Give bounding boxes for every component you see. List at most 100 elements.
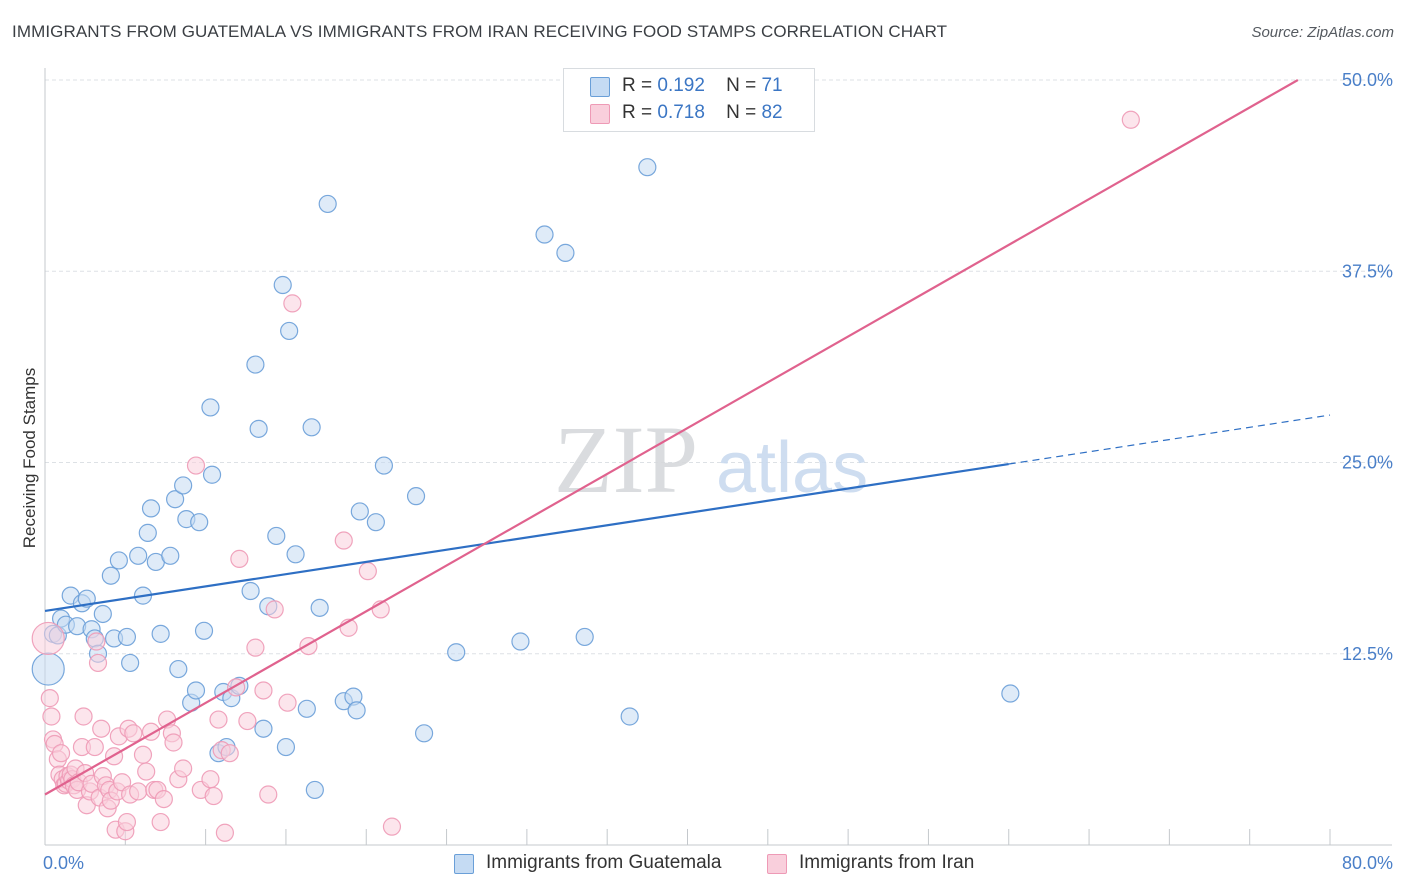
iran-point xyxy=(283,294,302,313)
iran-point xyxy=(215,823,234,842)
iran-point xyxy=(220,744,239,763)
iran-point xyxy=(74,707,93,726)
guatemala-point xyxy=(1001,684,1020,703)
bottom-legend-swatch-iran xyxy=(767,854,787,874)
guatemala-point xyxy=(302,418,321,437)
guatemala-point xyxy=(117,627,137,647)
guatemala-point xyxy=(129,546,148,565)
guatemala-point xyxy=(575,627,594,647)
guatemala-point xyxy=(194,621,214,640)
bottom-legend-swatch-guatemala xyxy=(454,854,474,874)
bottom-legend-label-iran: Immigrants from Iran xyxy=(799,852,975,873)
iran-point xyxy=(124,724,143,743)
guatemala-point xyxy=(273,275,292,295)
grid-lines xyxy=(45,79,1392,655)
legend-n-label: N = xyxy=(726,75,757,96)
guatemala-point xyxy=(535,225,554,244)
guatemala-point xyxy=(305,780,324,800)
legend-r-value-guatemala: 0.192 xyxy=(657,75,705,96)
y-tick-label: 25.0% xyxy=(1342,453,1393,473)
iran-point xyxy=(358,562,377,581)
iran-point xyxy=(238,711,257,731)
guatemala-point xyxy=(414,724,434,743)
guatemala-point xyxy=(620,707,639,726)
chart-title: IMMIGRANTS FROM GUATEMALA VS IMMIGRANTS … xyxy=(12,22,948,41)
guatemala-point xyxy=(310,598,329,617)
guatemala-point xyxy=(101,566,120,585)
guatemala-point xyxy=(374,456,394,475)
iran-point xyxy=(87,632,106,651)
iran-point xyxy=(259,785,278,804)
guatemala-point xyxy=(638,158,657,177)
watermark-zip: ZIP xyxy=(554,406,698,513)
y-axis-label: Receiving Food Stamps xyxy=(20,367,39,549)
guatemala-point xyxy=(280,321,299,341)
guatemala-point xyxy=(138,523,157,542)
iran-point xyxy=(186,456,206,475)
guatemala-point xyxy=(201,398,220,417)
tick-labels: 12.5% 25.0% 37.5% 50.0% 0.0% 80.0% xyxy=(43,70,1393,873)
iran-point xyxy=(42,707,61,726)
iran-point xyxy=(246,638,265,657)
legend-r-label: R = xyxy=(622,75,653,96)
iran-point xyxy=(154,789,173,809)
guatemala-point xyxy=(350,502,369,521)
guatemala-point xyxy=(161,546,180,565)
iran-point xyxy=(174,759,193,778)
guatemala-point xyxy=(318,194,337,214)
guatemala-point xyxy=(366,513,385,532)
iran-point xyxy=(254,681,273,700)
iran-point xyxy=(51,744,71,763)
guatemala-point xyxy=(93,604,112,624)
guatemala-point xyxy=(246,355,265,374)
guatemala-trend-extension xyxy=(1008,414,1331,465)
guatemala-point xyxy=(151,624,170,643)
y-tick-label: 50.0% xyxy=(1342,70,1393,90)
guatemala-point xyxy=(241,581,260,601)
legend-swatch-iran xyxy=(590,104,610,124)
iran-point xyxy=(88,653,108,673)
iran-point xyxy=(209,710,228,729)
guatemala-point xyxy=(31,652,65,686)
guatemala-points xyxy=(31,158,1020,800)
guatemala-point xyxy=(202,465,222,484)
iran-point xyxy=(382,817,402,836)
bottom-legend-label-guatemala: Immigrants from Guatemala xyxy=(486,852,722,873)
iran-point xyxy=(117,812,137,832)
legend-n-label: N = xyxy=(726,102,757,123)
iran-point xyxy=(151,812,170,832)
iran-point xyxy=(133,745,153,764)
legend-n-value-iran: 82 xyxy=(761,102,783,123)
x-tick-label: 0.0% xyxy=(43,853,84,873)
y-tick-label: 12.5% xyxy=(1342,644,1393,664)
guatemala-trend-line xyxy=(44,462,1009,612)
guatemala-point xyxy=(169,659,188,679)
iran-point xyxy=(278,693,297,712)
y-tick-label: 37.5% xyxy=(1342,261,1393,281)
guatemala-point xyxy=(249,419,268,438)
guatemala-point xyxy=(141,499,161,518)
iran-point xyxy=(265,600,284,619)
guatemala-point xyxy=(174,476,193,495)
iran-point xyxy=(92,719,111,738)
iran-point xyxy=(1121,110,1140,129)
watermark: ZIP atlas xyxy=(554,406,868,513)
guatemala-point xyxy=(190,513,209,532)
guatemala-point xyxy=(297,699,316,718)
iran-trend-line xyxy=(44,79,1299,796)
iran-point xyxy=(164,733,183,752)
iran-point xyxy=(129,782,148,801)
guatemala-point xyxy=(276,737,296,757)
chart-source: Source: ZipAtlas.com xyxy=(1251,24,1394,41)
guatemala-point xyxy=(406,487,426,506)
guatemala-point xyxy=(166,490,185,509)
legend-swatch-guatemala xyxy=(590,77,610,97)
correlation-legend: R = 0.192 N = 71 R = 0.718 N = 82 xyxy=(563,68,815,132)
legend-r-value-iran: 0.718 xyxy=(657,102,705,123)
guatemala-point xyxy=(447,643,466,662)
guatemala-point xyxy=(121,653,140,673)
guatemala-point xyxy=(286,545,305,564)
guatemala-point xyxy=(254,719,273,738)
legend-n-value-guatemala: 71 xyxy=(761,75,783,96)
